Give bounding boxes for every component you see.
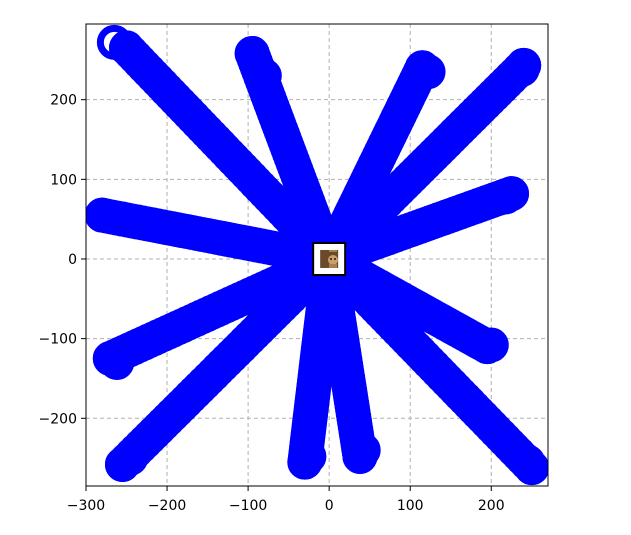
image-marker-frame: [312, 241, 347, 276]
y-tick-label: 100: [50, 172, 77, 188]
scatter-series: [92, 253, 321, 381]
axis-ticks: −300 −200 −100 0 100 200 −200 −100 0 100 200: [39, 93, 505, 514]
data-point: [96, 24, 132, 60]
data-point: [104, 201, 140, 237]
data-point: [86, 197, 120, 233]
scatter-series: [335, 47, 542, 254]
y-tick-label: 0: [68, 252, 77, 268]
scatter-series: [104, 266, 322, 482]
x-tick-label: 200: [478, 498, 505, 514]
x-tick-label: −300: [67, 498, 105, 514]
data-point: [488, 179, 524, 215]
y-tick-label: 200: [50, 93, 77, 109]
y-tick-label: −200: [39, 411, 77, 427]
data-point: [504, 51, 540, 87]
center-image-marker: [312, 241, 347, 276]
x-tick-label: −200: [148, 498, 186, 514]
scatter-series: [96, 24, 323, 252]
data-point: [510, 444, 546, 480]
data-point: [113, 440, 149, 476]
data-point: [473, 327, 509, 363]
y-tick-label: −100: [39, 332, 77, 348]
x-tick-label: −100: [229, 498, 267, 514]
scatter-series: [335, 266, 548, 486]
dog-photo-icon: [320, 249, 339, 268]
data-point: [345, 432, 381, 468]
data-point: [291, 439, 327, 475]
data-point: [410, 54, 446, 90]
data-point: [246, 58, 282, 94]
x-tick-label: 100: [397, 498, 424, 514]
data-point: [99, 345, 135, 381]
plot-frame: [85, 23, 549, 487]
x-tick-label: 0: [325, 498, 334, 514]
